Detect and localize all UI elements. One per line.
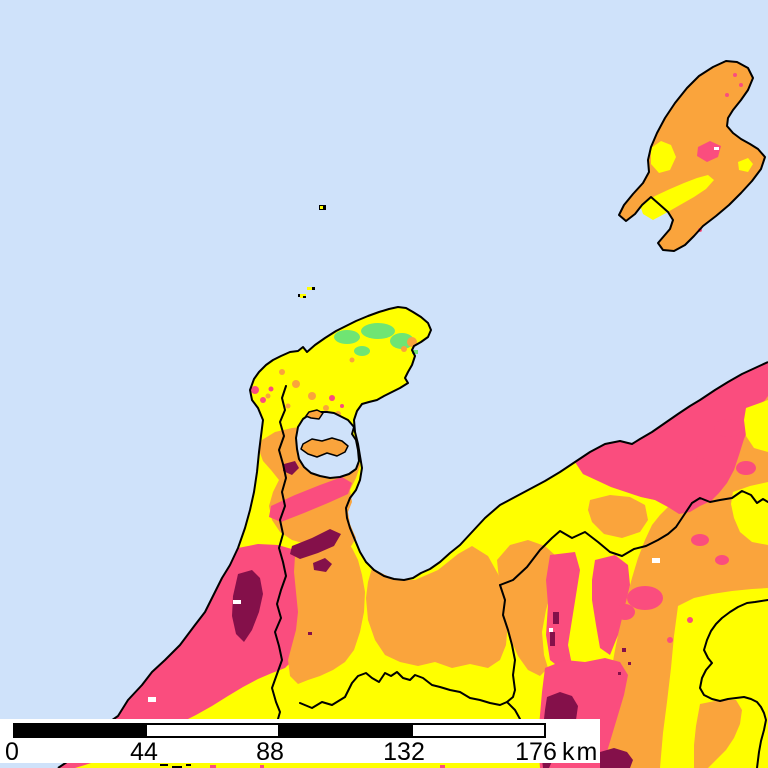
scale-segment-1 [13,723,146,738]
coastline [57,306,768,768]
notojima-island [300,437,349,458]
scale-segment-3 [279,723,412,738]
hegurajima-island [319,205,326,210]
prefecture-borders [271,385,768,768]
bay-islet [305,409,324,420]
scale-bar: 0 44 88 132 176 km [0,719,600,766]
scale-tick-label-88: 88 [256,738,284,766]
sado-island [618,60,766,252]
scale-segment-4 [411,723,546,738]
scale-tick-label-176: 176 [515,738,557,766]
scale-tick-label-44: 44 [130,738,158,766]
scale-segment-2 [145,723,280,738]
hazard-color-regions [58,323,768,768]
scale-unit-label: km [562,738,599,766]
nanatsujima-islets [298,287,315,298]
bottom-map-sliver-marks [160,764,191,768]
scale-tick-label-0: 0 [5,738,19,766]
scale-tick-label-132: 132 [383,738,425,766]
